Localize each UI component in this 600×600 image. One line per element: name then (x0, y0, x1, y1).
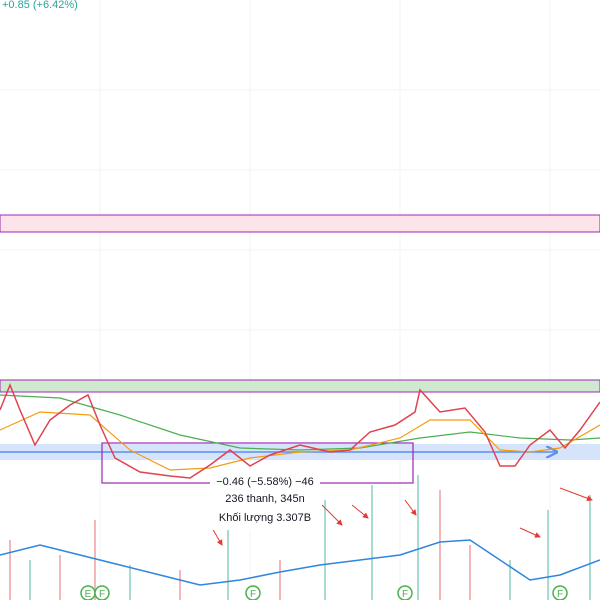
price-change: +0.85 (+6.42%) (2, 0, 78, 11)
resistance-zone (0, 214, 600, 233)
event-marker-label: F (99, 589, 105, 600)
event-marker-label: F (402, 589, 408, 600)
event-marker[interactable] (245, 585, 261, 600)
price (0, 382, 600, 479)
tooltip-change: −0.46 (−5.58%) −46 (216, 476, 314, 488)
tooltip: −0.46 (−5.58%) −46 236 thanh, 345n Khối … (210, 470, 320, 530)
tooltip-bars: 236 thanh, 345n (225, 493, 305, 505)
tooltip-volume: Khối lượng 3.307B (219, 512, 311, 524)
event-marker[interactable] (94, 585, 110, 600)
event-marker[interactable] (552, 585, 568, 600)
ma-long (0, 394, 600, 451)
event-marker-label: E (85, 589, 92, 600)
event-marker-label: F (250, 589, 256, 600)
event-marker-label: F (557, 589, 563, 600)
event-marker[interactable] (397, 585, 413, 600)
volume-bars (9, 475, 591, 600)
volume-average (0, 539, 600, 586)
ma-short (0, 411, 600, 471)
annotation-arrows (211, 487, 593, 546)
supply-zone (0, 379, 600, 393)
tooltip-box (210, 470, 320, 530)
